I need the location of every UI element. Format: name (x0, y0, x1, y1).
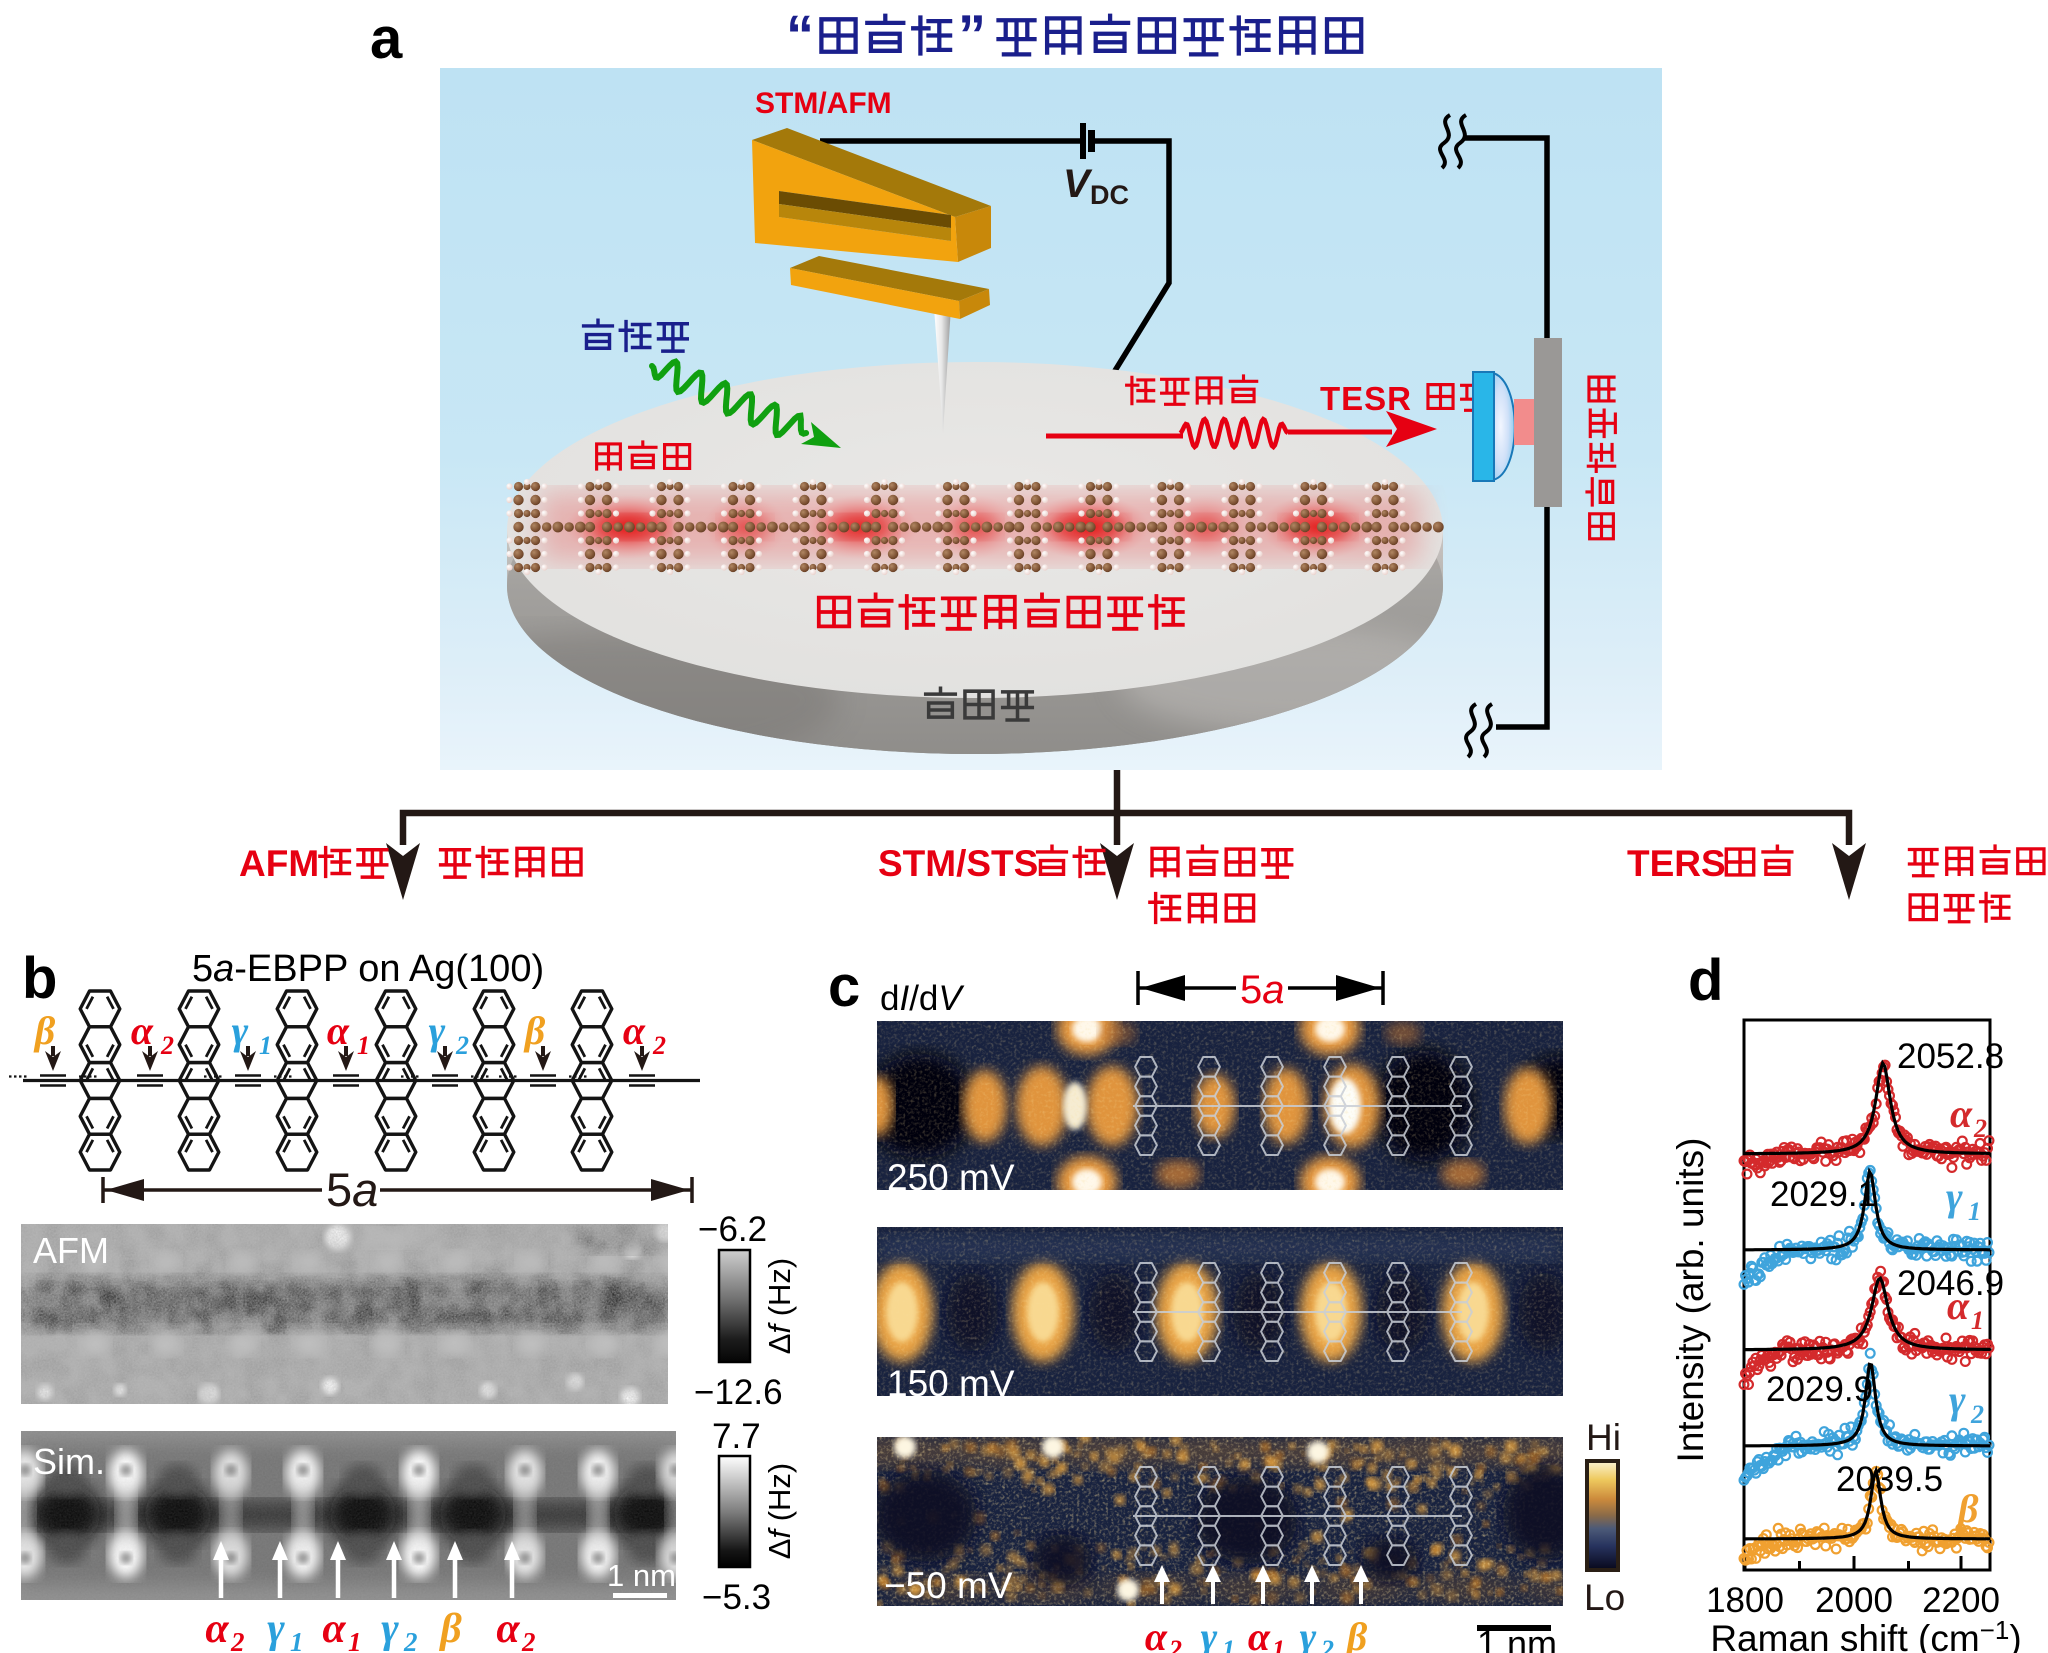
svg-text:1: 1 (1971, 1306, 1984, 1335)
svg-text:β: β (1956, 1486, 1979, 1531)
svg-text:2: 2 (1168, 1635, 1182, 1653)
svg-text:1800: 1800 (1706, 1581, 1784, 1620)
svg-text:γ: γ (232, 1008, 249, 1053)
svg-text:γ: γ (429, 1008, 446, 1053)
svg-text:2: 2 (1320, 1635, 1334, 1653)
svg-text:250 mV: 250 mV (887, 1157, 1015, 1198)
svg-text:2052.8: 2052.8 (1897, 1037, 2004, 1076)
svg-text:2039.5: 2039.5 (1836, 1460, 1943, 1499)
svg-text:α: α (1947, 1283, 1970, 1328)
svg-text:b: b (22, 946, 57, 1011)
svg-text:V: V (1063, 162, 1093, 206)
svg-text:5a: 5a (326, 1163, 378, 1216)
svg-text:α: α (205, 1606, 229, 1652)
svg-text:γ: γ (381, 1606, 399, 1652)
svg-text:5a: 5a (1240, 968, 1285, 1012)
svg-text:α: α (1950, 1091, 1973, 1136)
svg-text:−12.6: −12.6 (694, 1373, 783, 1412)
svg-text:2: 2 (521, 1627, 536, 1653)
svg-text:1 nm: 1 nm (607, 1558, 676, 1593)
svg-text:”: ” (958, 3, 986, 66)
svg-text:Lo: Lo (1584, 1577, 1625, 1618)
svg-text:α: α (327, 1008, 350, 1053)
svg-text:α: α (1248, 1614, 1271, 1653)
svg-text:β: β (1345, 1614, 1368, 1653)
svg-text:γ: γ (267, 1606, 285, 1652)
svg-text:2: 2 (403, 1627, 418, 1653)
svg-text:−5.3: −5.3 (702, 1578, 771, 1617)
svg-text:TERS: TERS (1627, 843, 1726, 884)
svg-text:α: α (623, 1008, 646, 1053)
svg-text:2: 2 (230, 1627, 245, 1653)
svg-text:2: 2 (1970, 1400, 1984, 1429)
svg-text:d: d (1688, 948, 1723, 1013)
svg-text:1: 1 (259, 1031, 272, 1060)
svg-text:1: 1 (290, 1627, 304, 1653)
svg-text:γ: γ (1300, 1614, 1317, 1653)
svg-text:−50 mV: −50 mV (884, 1565, 1013, 1606)
svg-text:α: α (1145, 1614, 1168, 1653)
svg-text:α: α (322, 1606, 346, 1652)
svg-text:1: 1 (348, 1627, 362, 1653)
svg-text:2: 2 (455, 1031, 469, 1060)
svg-text:β: β (33, 1008, 56, 1053)
svg-text:γ: γ (1946, 1174, 1963, 1219)
svg-text:2: 2 (160, 1031, 174, 1060)
svg-text:Hi: Hi (1586, 1417, 1621, 1458)
svg-text:5a-EBPP on Ag(100): 5a-EBPP on Ag(100) (192, 948, 544, 990)
svg-text:Δf (Hz): Δf (Hz) (762, 1463, 797, 1560)
svg-text:2029.1: 2029.1 (1770, 1175, 1877, 1214)
svg-text:2046.9: 2046.9 (1897, 1264, 2004, 1303)
svg-text:2: 2 (652, 1031, 666, 1060)
svg-text:“: “ (786, 3, 814, 66)
svg-text:AFM: AFM (239, 843, 319, 884)
svg-text:β: β (438, 1606, 462, 1652)
svg-text:Sim.: Sim. (33, 1441, 105, 1482)
svg-text:β: β (523, 1008, 546, 1053)
svg-text:DC: DC (1090, 180, 1129, 210)
svg-text:Raman shift (cm−1): Raman shift (cm−1) (1710, 1615, 2021, 1653)
svg-text:1: 1 (1968, 1197, 1981, 1226)
svg-text:1: 1 (357, 1031, 370, 1060)
svg-text:a: a (370, 6, 403, 71)
svg-text:STM/AFM: STM/AFM (755, 87, 892, 120)
svg-text:dI/dV: dI/dV (880, 979, 965, 1018)
svg-text:TESR: TESR (1320, 380, 1412, 417)
svg-text:1: 1 (1222, 1635, 1235, 1653)
svg-text:1 nm: 1 nm (1477, 1623, 1557, 1653)
svg-text:AFM: AFM (33, 1230, 109, 1271)
svg-text:150 mV: 150 mV (887, 1363, 1015, 1404)
svg-text:2200: 2200 (1922, 1581, 2000, 1620)
svg-text:γ: γ (1201, 1614, 1218, 1653)
svg-text:2000: 2000 (1815, 1581, 1893, 1620)
svg-text:STM/STS: STM/STS (878, 843, 1038, 884)
svg-text:2: 2 (1973, 1114, 1987, 1143)
svg-text:1: 1 (1272, 1635, 1285, 1653)
svg-text:2029.9: 2029.9 (1766, 1370, 1873, 1409)
svg-text:γ: γ (1949, 1377, 1966, 1422)
svg-text:Δf (Hz): Δf (Hz) (762, 1258, 797, 1355)
svg-text:c: c (828, 954, 860, 1019)
svg-text:α: α (496, 1606, 520, 1652)
svg-text:Intensity (arb. units): Intensity (arb. units) (1670, 1138, 1711, 1463)
svg-text:α: α (131, 1008, 154, 1053)
svg-text:7.7: 7.7 (712, 1417, 761, 1456)
svg-text:−6.2: −6.2 (698, 1210, 767, 1249)
